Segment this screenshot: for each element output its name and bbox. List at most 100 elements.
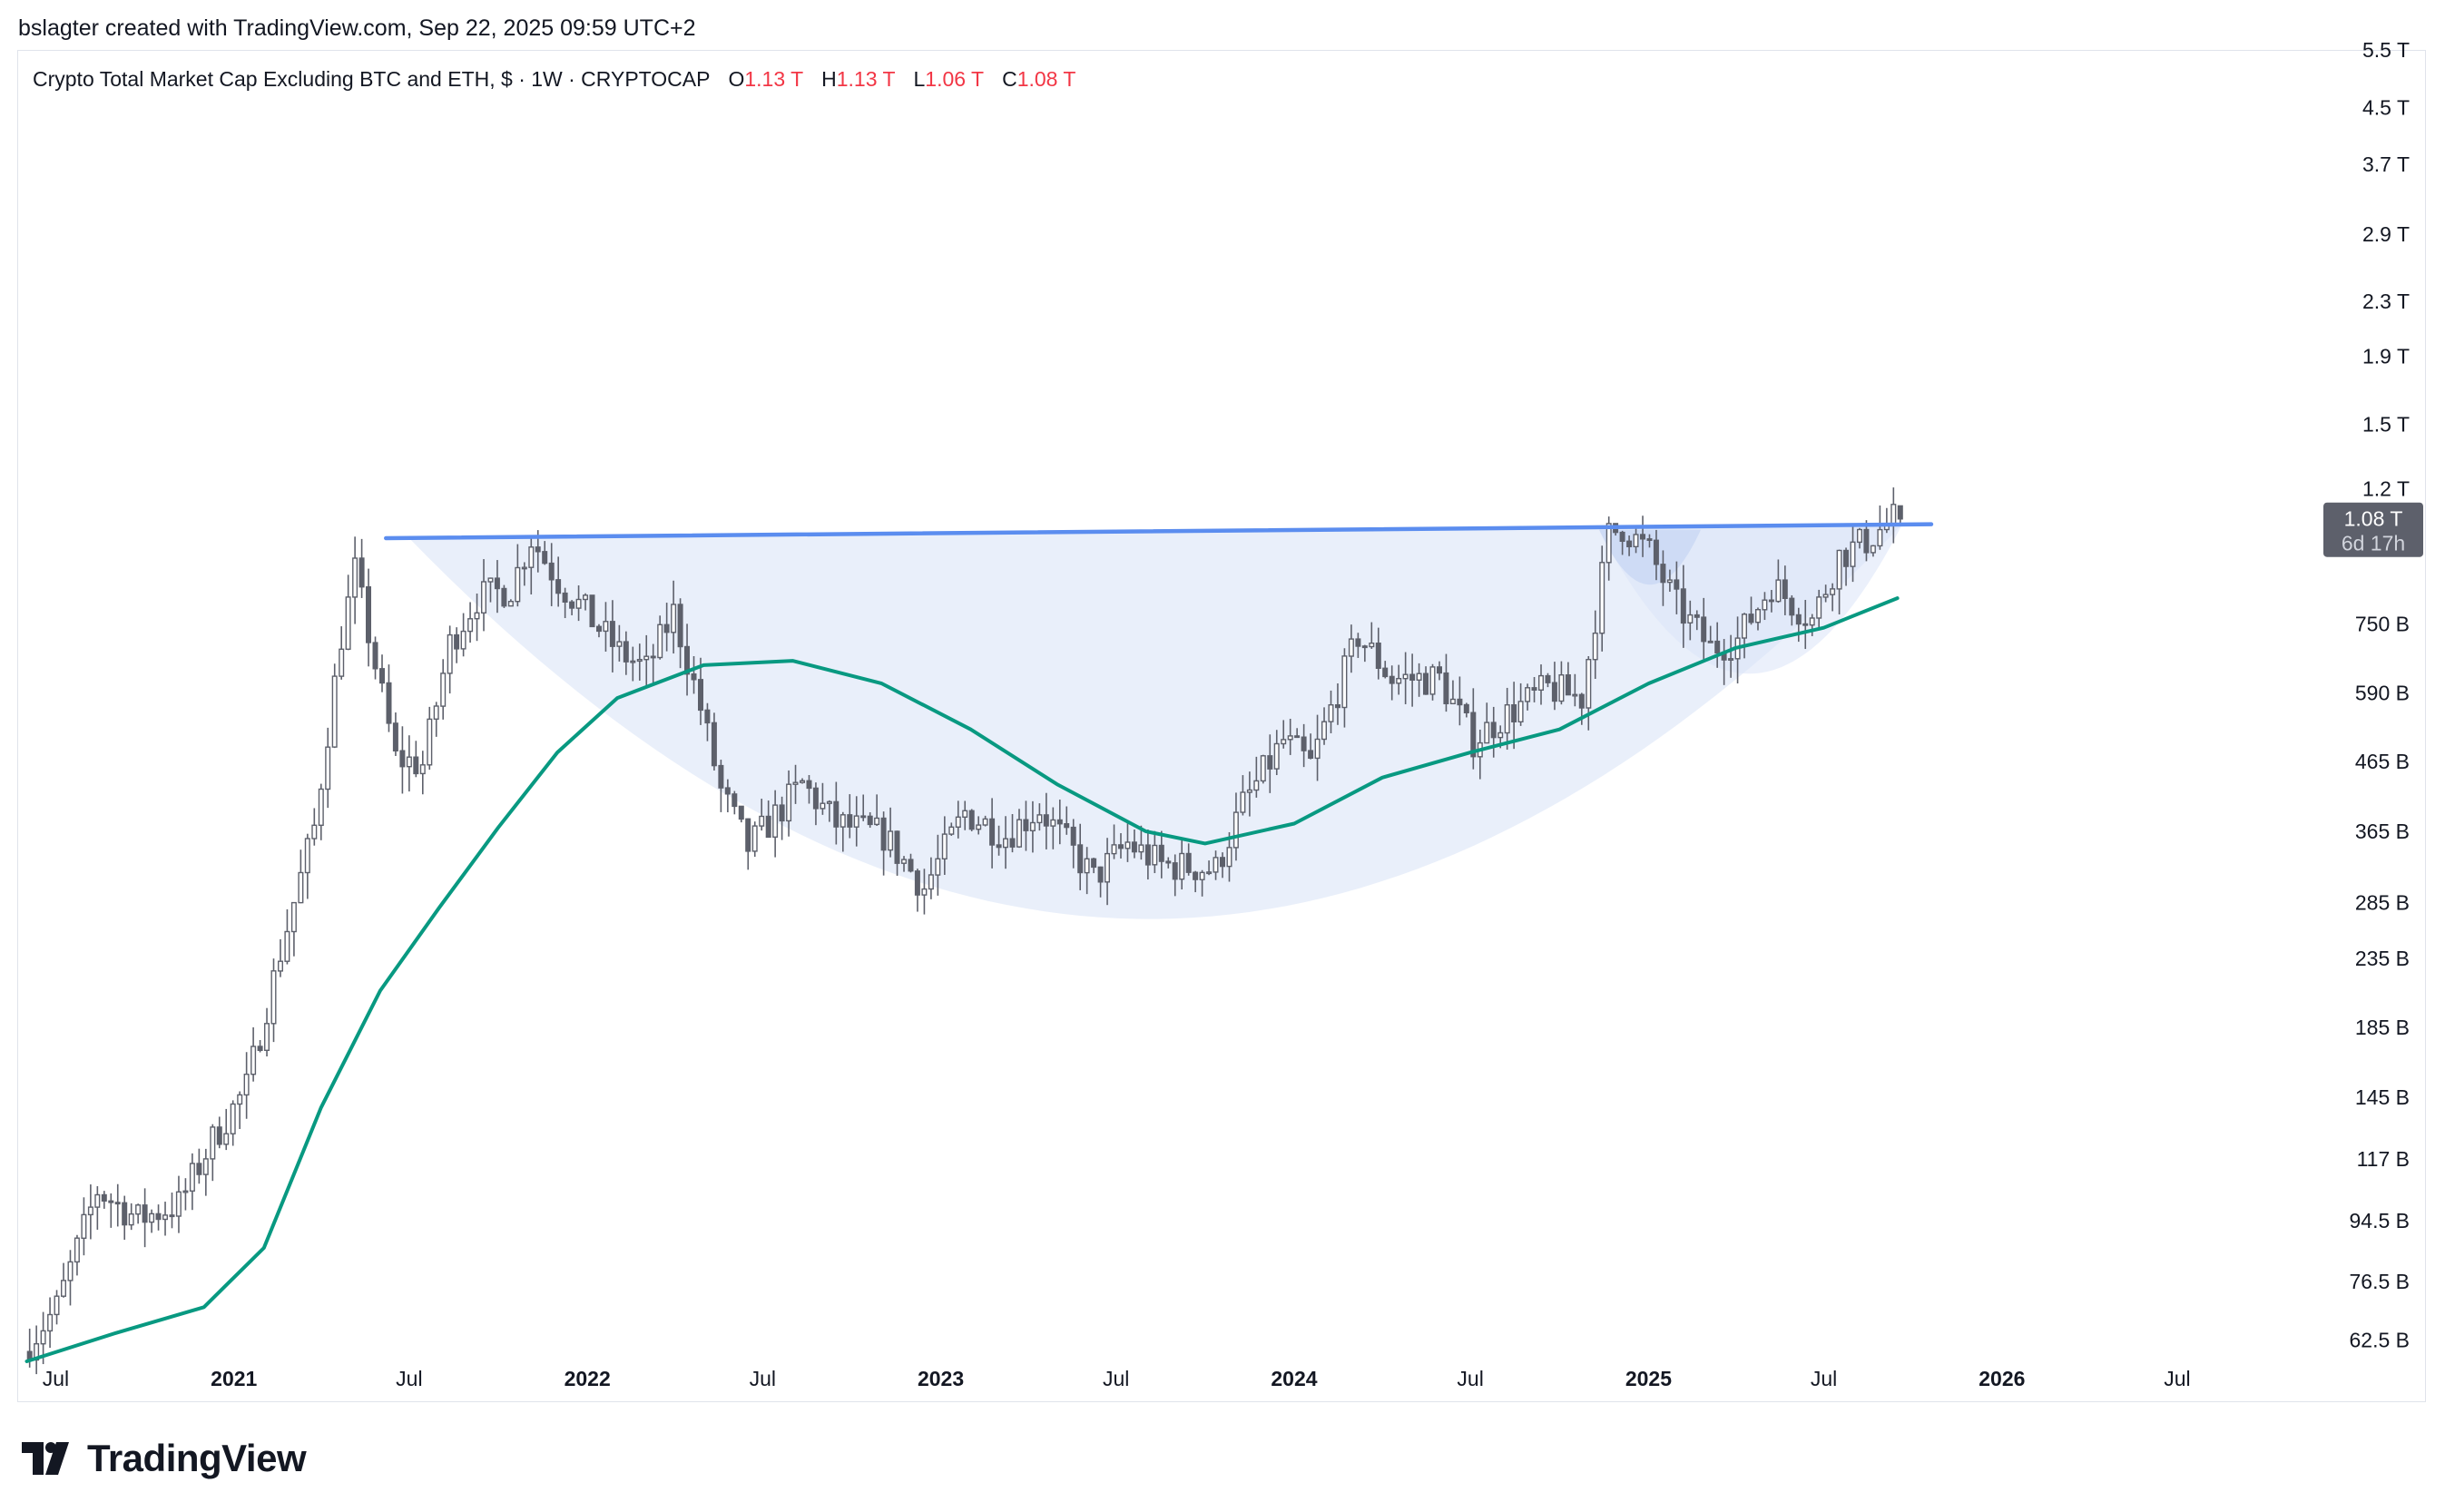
candle-body — [433, 705, 439, 721]
candle-body — [386, 682, 392, 724]
candle — [1199, 869, 1205, 897]
candle — [1626, 535, 1633, 556]
candle-body — [671, 604, 677, 633]
candle-body — [230, 1103, 236, 1134]
candle-body — [867, 815, 873, 826]
tradingview-logo[interactable]: TradingView — [22, 1437, 307, 1480]
candle — [1639, 515, 1645, 557]
candle-body — [718, 764, 724, 789]
candle-body — [921, 888, 928, 896]
candle-body — [237, 1094, 243, 1105]
candle — [447, 625, 453, 694]
candle-body — [1199, 871, 1205, 880]
candle-body — [1443, 672, 1449, 704]
candle-body — [1639, 534, 1645, 540]
candle — [507, 599, 514, 607]
candle-body — [1795, 614, 1802, 625]
open-label: O — [728, 67, 745, 91]
candle-body — [304, 838, 310, 874]
candle-body — [860, 815, 867, 819]
candle — [1314, 714, 1321, 781]
candle-body — [1782, 579, 1788, 599]
candle-body — [820, 802, 826, 810]
candle — [290, 901, 297, 957]
candle-body — [555, 579, 562, 594]
candle — [339, 626, 345, 680]
candle-body — [589, 594, 595, 628]
candle-body — [1185, 852, 1192, 873]
candle — [1185, 843, 1192, 876]
candle — [386, 664, 392, 732]
candle — [1389, 665, 1395, 701]
candle — [1525, 683, 1531, 711]
candle-body — [1382, 667, 1389, 678]
candle — [1830, 583, 1836, 612]
candle-body — [331, 675, 338, 748]
candle-body — [298, 871, 304, 904]
candle — [751, 821, 758, 858]
candle-body — [996, 844, 1002, 849]
candle — [169, 1192, 175, 1229]
candle-body — [623, 641, 629, 663]
candle-body — [413, 756, 419, 775]
price-tick-label: 1.5 T — [2362, 412, 2410, 436]
candle-body — [880, 817, 887, 851]
price-tick-label: 2.9 T — [2362, 222, 2410, 246]
candle — [149, 1209, 155, 1233]
candle-body — [935, 858, 941, 876]
candle — [650, 643, 656, 684]
candle-body — [142, 1204, 148, 1223]
candle-body — [339, 648, 345, 677]
candle-body — [1572, 693, 1578, 697]
candle-body — [440, 673, 447, 707]
candle-body — [1131, 841, 1137, 853]
candle — [772, 790, 779, 858]
candle-body — [908, 859, 914, 872]
candle-body — [250, 1046, 257, 1075]
candle-body — [1206, 871, 1213, 875]
candle — [1043, 792, 1049, 849]
candle-body — [467, 618, 474, 633]
candlestick-series — [26, 487, 1903, 1375]
candle — [1660, 550, 1666, 606]
candle-body — [114, 1202, 121, 1205]
price-axis: 62.5 B 76.5 B 94.5 B 117 B 145 B 185 B 235 B 28… — [2350, 38, 2411, 1351]
candle-body — [366, 586, 372, 643]
candle — [738, 805, 744, 823]
candle — [1308, 733, 1314, 760]
candle — [87, 1184, 93, 1240]
candle — [1179, 837, 1185, 890]
candle — [711, 712, 717, 771]
candle-body — [1023, 819, 1029, 831]
time-tick-label: 2021 — [211, 1367, 257, 1390]
candle — [47, 1297, 54, 1349]
candle-body — [1694, 614, 1700, 618]
candle — [1701, 597, 1707, 662]
candle — [1002, 816, 1008, 869]
candle — [1883, 507, 1890, 534]
candle-body — [1043, 814, 1049, 827]
candle — [1795, 607, 1802, 643]
candle — [196, 1148, 202, 1184]
candle — [372, 636, 378, 680]
candle — [202, 1148, 209, 1196]
symbol-description: Crypto Total Market Cap Excluding BTC an… — [33, 67, 711, 91]
candle — [481, 559, 487, 632]
candle-body — [1361, 645, 1368, 649]
price-tick-label: 3.7 T — [2362, 152, 2410, 176]
candle — [1728, 634, 1734, 678]
candle-body — [1741, 614, 1747, 639]
candle — [94, 1186, 101, 1230]
candle — [759, 799, 765, 831]
candle-body — [738, 805, 744, 820]
candle — [162, 1202, 168, 1236]
candle — [1802, 599, 1809, 650]
candle-body — [216, 1126, 222, 1145]
price-tick-label: 2.3 T — [2362, 290, 2410, 313]
candle-body — [1104, 852, 1110, 883]
candle — [806, 774, 812, 804]
candle — [1260, 754, 1266, 784]
candle — [1646, 534, 1653, 548]
candle-body — [1586, 659, 1592, 709]
